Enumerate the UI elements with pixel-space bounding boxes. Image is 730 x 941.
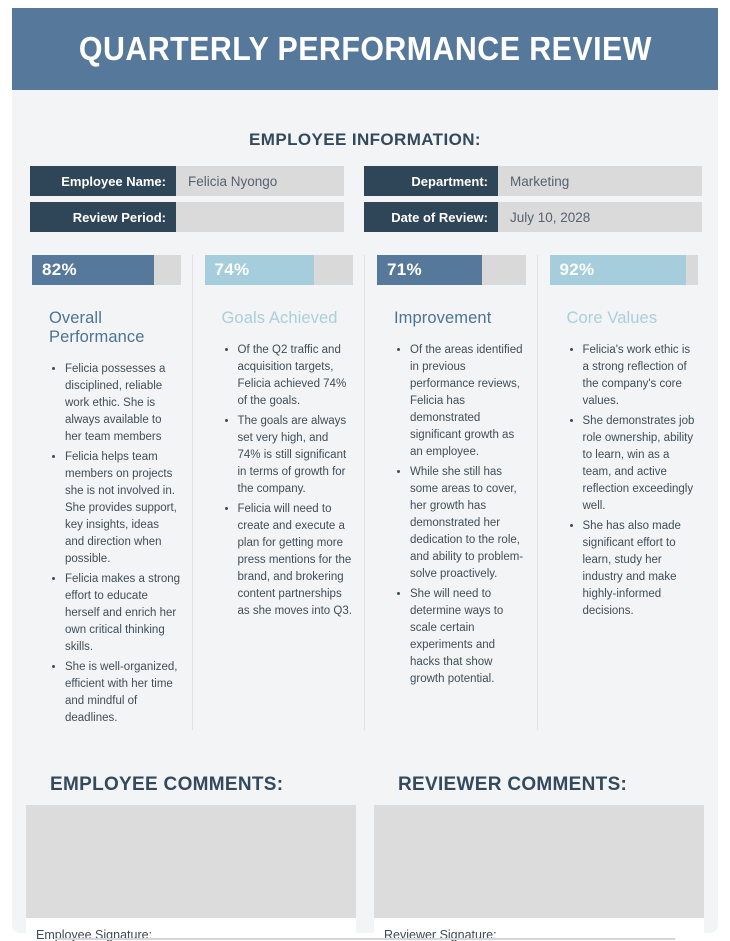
metric-core-values: 92% Core Values Felicia's work ethic is … [536, 255, 699, 731]
bullet-item: Felicia will need to create and execute … [238, 501, 354, 620]
comments-section: EMPLOYEE COMMENTS: Employee Signature: R… [26, 774, 704, 941]
metrics-section: 82% Overall Performance Felicia possesse… [32, 255, 699, 731]
overall-performance-bar-track: 82% [32, 255, 181, 285]
core-values-bullets: Felicia's work ethic is a strong reflect… [550, 342, 699, 620]
bullet-item: The goals are always set very high, and … [238, 413, 354, 498]
reviewer-comments-box[interactable] [374, 805, 704, 919]
date-of-review-value[interactable]: July 10, 2028 [498, 202, 702, 232]
department-value[interactable]: Marketing [498, 166, 702, 196]
goals-achieved-title: Goals Achieved [221, 309, 338, 327]
goals-achieved-bar-track: 74% [204, 255, 353, 285]
employee-comments-box[interactable] [26, 805, 356, 919]
overall-performance-title: Overall Performance [49, 309, 145, 346]
core-values-bar-fill: 92% [549, 255, 687, 285]
goals-achieved-bullets: Of the Q2 traffic and acquisition target… [205, 342, 354, 620]
review-period-label: Review Period: [30, 202, 176, 232]
bullet-item: Felicia makes a strong effort to educate… [65, 571, 181, 656]
bullet-item: She is well-organized, efficient with he… [65, 659, 181, 727]
reviewer-comments-column: REVIEWER COMMENTS: Reviewer Signature: [374, 774, 704, 941]
bottom-divider [55, 938, 675, 940]
reviewer-signature-label: Reviewer Signature: [384, 927, 497, 941]
employee-name-label: Employee Name: [30, 166, 176, 196]
field-department: Department: Marketing [364, 166, 702, 196]
field-review-period: Review Period: [30, 202, 344, 232]
bullet-item: While she still has some areas to cover,… [410, 464, 526, 583]
employee-signature-label: Employee Signature: [36, 927, 153, 941]
employee-comments-column: EMPLOYEE COMMENTS: Employee Signature: [26, 774, 356, 941]
bullet-item: She demonstrates job role ownership, abi… [583, 413, 699, 515]
improvement-bar-track: 71% [377, 255, 526, 285]
review-period-value[interactable] [176, 202, 344, 232]
field-employee-name: Employee Name: Felicia Nyongo [30, 166, 344, 196]
improvement-bullets: Of the areas identified in previous perf… [377, 342, 526, 688]
reviewer-signature-field[interactable]: Reviewer Signature: [374, 918, 704, 941]
overall-performance-bar-fill: 82% [32, 255, 154, 285]
employee-info-grid: Employee Name: Felicia Nyongo Department… [30, 166, 702, 232]
bullet-item: Felicia possesses a disciplined, reliabl… [65, 361, 181, 446]
employee-signature-field[interactable]: Employee Signature: [26, 918, 356, 941]
document-header: QUARTERLY PERFORMANCE REVIEW [12, 8, 718, 90]
metric-overall-performance: 82% Overall Performance Felicia possesse… [32, 255, 181, 730]
overall-performance-bullets: Felicia possesses a disciplined, reliabl… [32, 361, 181, 727]
bullet-item: Felicia helps team members on projects s… [65, 449, 181, 568]
bullet-item: She will need to determine ways to scale… [410, 586, 526, 688]
metric-improvement: 71% Improvement Of the areas identified … [364, 255, 526, 731]
bullet-item: Of the areas identified in previous perf… [410, 342, 526, 461]
bullet-item: She has also made significant effort to … [583, 518, 699, 620]
improvement-bar-fill: 71% [377, 255, 483, 285]
core-values-title: Core Values [566, 309, 658, 327]
core-values-bar-track: 92% [549, 255, 698, 285]
bullet-item: Felicia's work ethic is a strong reflect… [583, 342, 699, 410]
bullet-item: Of the Q2 traffic and acquisition target… [238, 342, 354, 410]
field-date-of-review: Date of Review: July 10, 2028 [364, 202, 702, 232]
reviewer-comments-heading: REVIEWER COMMENTS: [398, 774, 628, 796]
department-label: Department: [364, 166, 498, 196]
employee-comments-heading: EMPLOYEE COMMENTS: [50, 774, 284, 796]
employee-information-heading: EMPLOYEE INFORMATION: [249, 130, 481, 149]
improvement-title: Improvement [394, 309, 492, 327]
goals-achieved-bar-fill: 74% [204, 255, 315, 285]
document-body: EMPLOYEE INFORMATION: Employee Name: Fel… [12, 90, 718, 941]
metric-goals-achieved: 74% Goals Achieved Of the Q2 traffic and… [191, 255, 354, 731]
employee-name-value[interactable]: Felicia Nyongo [176, 166, 344, 196]
page-title: QUARTERLY PERFORMANCE REVIEW [78, 30, 652, 67]
date-of-review-label: Date of Review: [364, 202, 498, 232]
